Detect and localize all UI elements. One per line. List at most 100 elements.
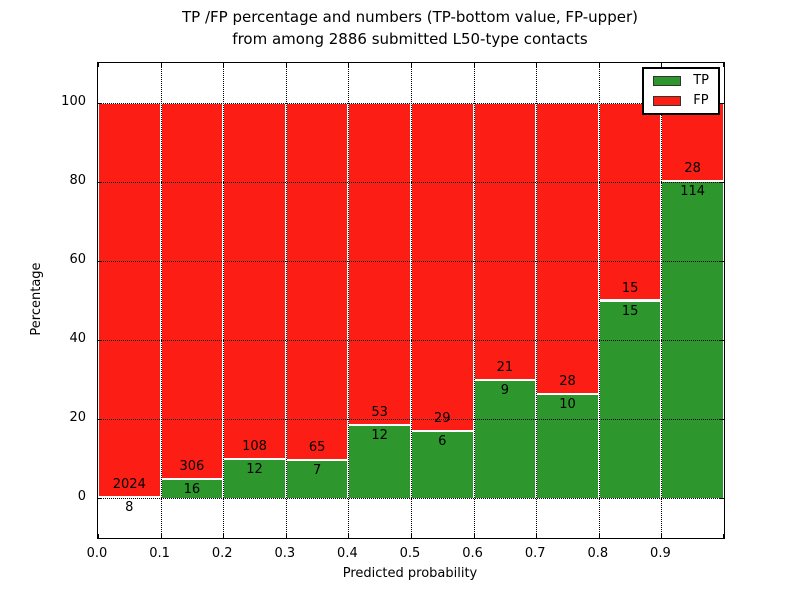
bar-fp-count-label: 306 — [179, 458, 205, 474]
fp-color-swatch — [653, 96, 682, 106]
y-tick-label: 100 — [61, 93, 86, 109]
bar-fp-count-label: 28 — [684, 160, 701, 176]
gridline-vertical — [348, 63, 350, 538]
y-tick-mark — [720, 260, 724, 262]
tp-color-swatch — [653, 76, 682, 86]
x-tick-mark — [411, 534, 412, 538]
bar-fp-segment — [285, 102, 349, 460]
bar-fp-segment — [223, 102, 286, 459]
bar-tp-segment — [473, 379, 537, 499]
x-tick-mark — [285, 534, 287, 538]
bar-fp-count-label: 15 — [621, 280, 639, 296]
bar-tp-count-label: 10 — [559, 397, 576, 413]
gridline-vertical — [661, 63, 663, 538]
x-tick-mark — [411, 63, 412, 67]
bar-fp-segment — [661, 102, 724, 181]
x-tick-label: 0.5 — [399, 546, 421, 561]
gridline-vertical — [411, 63, 412, 538]
x-tick-mark — [473, 63, 475, 67]
bar-tp-segment — [348, 425, 411, 499]
legend-label-tp: TP — [693, 73, 709, 88]
x-tick-mark — [285, 63, 287, 67]
y-tick-label: 80 — [69, 172, 86, 188]
bar-fp-segment — [536, 102, 599, 395]
x-tick-mark — [98, 63, 99, 67]
legend-label-fp: FP — [693, 93, 709, 108]
x-tick-mark — [348, 534, 350, 538]
x-tick-label: 0.8 — [587, 546, 609, 561]
chart-title: TP /FP percentage and numbers (TP-bottom… — [96, 6, 724, 50]
y-tick-mark — [98, 498, 102, 500]
bar-tp-segment — [411, 430, 474, 499]
bar-fp-segment — [473, 102, 537, 380]
y-tick-mark — [720, 340, 724, 342]
x-tick-label: 0.9 — [650, 546, 671, 561]
bar-fp-count-label: 53 — [371, 405, 388, 421]
x-tick-label: 0.1 — [149, 546, 170, 561]
x-tick-label: 0.0 — [86, 546, 108, 561]
bar-fp-count-label: 29 — [434, 410, 451, 426]
bar-tp-count-label: 16 — [183, 481, 201, 497]
x-tick-mark — [160, 534, 162, 538]
y-tick-mark — [720, 102, 724, 104]
x-tick-mark — [98, 534, 99, 538]
chart-title-line1: TP /FP percentage and numbers (TP-bottom… — [182, 8, 638, 26]
y-tick-mark — [98, 102, 102, 104]
bar-fp-segment — [598, 102, 662, 301]
gridline-vertical — [598, 63, 600, 538]
x-tick-mark — [598, 63, 600, 67]
bar-tp-count-label: 114 — [680, 183, 706, 199]
bar-tp-count-label: 15 — [621, 303, 639, 319]
x-tick-label: 0.2 — [211, 546, 233, 561]
x-tick-label: 0.6 — [462, 546, 483, 561]
bar-tp-segment — [285, 459, 349, 499]
y-tick-mark — [720, 419, 724, 421]
bar-tp-segment — [661, 180, 724, 499]
gridline-vertical — [285, 63, 287, 538]
bar-tp-segment — [98, 496, 161, 499]
chart-title-line2: from among 2886 submitted L50-type conta… — [232, 30, 588, 48]
legend: TP FP — [642, 67, 720, 115]
bar-tp-count-label: 6 — [438, 433, 447, 449]
gridline-vertical — [536, 63, 538, 538]
gridline-vertical — [223, 63, 225, 538]
gridline-vertical — [160, 63, 162, 538]
x-tick-mark — [536, 63, 538, 67]
bar-tp-segment — [598, 300, 662, 499]
x-tick-label: 0.3 — [274, 546, 296, 561]
legend-item-tp: TP — [653, 74, 709, 88]
x-tick-mark — [536, 534, 538, 538]
bar-tp-count-label: 12 — [246, 461, 263, 477]
bar-fp-count-label: 2024 — [112, 476, 146, 492]
plot-area: TP FP 2024 8 306 16 108 12 65 7 53 12 29 6 21 9 28 10 15… — [97, 62, 725, 539]
y-tick-mark — [98, 340, 102, 342]
bar-fp-segment — [348, 102, 411, 426]
bar-fp-count-label: 108 — [242, 438, 267, 454]
x-tick-mark — [223, 534, 225, 538]
x-tick-mark — [723, 63, 724, 67]
x-tick-mark — [160, 63, 162, 67]
bar-fp-segment — [98, 102, 161, 497]
y-tick-mark — [720, 181, 724, 183]
x-tick-label: 0.7 — [524, 546, 546, 561]
y-tick-mark — [98, 181, 102, 183]
legend-item-fp: FP — [653, 94, 709, 108]
bar-fp-segment — [160, 102, 224, 479]
bar-fp-segment — [411, 102, 474, 431]
bar-tp-count-label: 8 — [125, 499, 134, 515]
x-tick-mark — [661, 534, 663, 538]
y-tick-label: 40 — [69, 331, 86, 347]
y-tick-label: 20 — [69, 410, 86, 426]
x-tick-mark — [723, 534, 724, 538]
bar-tp-segment — [223, 458, 286, 499]
x-tick-mark — [223, 63, 225, 67]
bar-fp-count-label: 65 — [308, 439, 326, 455]
gridline-vertical — [473, 63, 475, 538]
x-tick-mark — [661, 63, 663, 67]
y-tick-mark — [98, 260, 102, 262]
y-tick-label: 60 — [69, 251, 86, 267]
x-tick-mark — [348, 63, 350, 67]
x-tick-mark — [598, 534, 600, 538]
x-tick-label: 0.4 — [337, 546, 358, 561]
